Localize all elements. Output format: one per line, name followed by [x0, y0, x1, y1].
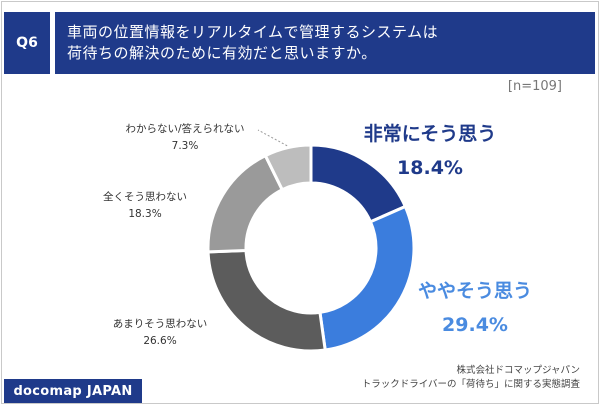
- label-strongly-agree-value: 18.4%: [397, 157, 463, 179]
- label-somewhat-agree-value: 29.4%: [442, 314, 508, 336]
- label-dont-know: わからない/答えられない 7.3%: [115, 121, 255, 155]
- label-somewhat-agree: ややそう思う 29.4%: [410, 274, 540, 342]
- question-line-2: 荷待ちの解決のために有効だと思いますか。: [67, 44, 377, 62]
- question-line-1: 車両の位置情報をリアルタイムで管理するシステムは: [67, 23, 439, 41]
- label-not-at-all: 全くそう思わない 18.3%: [85, 189, 205, 223]
- label-dont-know-category: わからない/答えられない: [125, 123, 245, 135]
- question-text-box: 車両の位置情報をリアルタイムで管理するシステムは 荷待ちの解決のために有効だと思…: [55, 12, 595, 74]
- label-strongly-agree: 非常にそう思う 18.4%: [355, 117, 505, 185]
- label-dont-know-value: 7.3%: [171, 140, 199, 152]
- label-not-at-all-category: 全くそう思わない: [103, 191, 187, 203]
- leader-line-dont-know: [257, 129, 288, 147]
- label-not-really-category: あまりそう思わない: [112, 318, 208, 330]
- label-not-at-all-value: 18.3%: [128, 208, 162, 220]
- donut-slice-somewhat-agree: [318, 204, 416, 352]
- donut-slice-dont-know: [263, 143, 313, 192]
- source-note: 株式会社ドコマップジャパン トラックドライバーの「荷待ち」に関する実態調査: [362, 364, 580, 392]
- question-number: Q6: [16, 35, 38, 51]
- question-number-badge: Q6: [4, 12, 50, 74]
- logo-text: docomap JAPAN: [13, 383, 133, 399]
- label-strongly-agree-category: 非常にそう思う: [363, 123, 497, 145]
- source-line-1: 株式会社ドコマップジャパン: [456, 365, 580, 376]
- docomap-logo: docomap JAPAN: [4, 379, 142, 403]
- source-line-2: トラックドライバーの「荷待ち」に関する実態調査: [361, 379, 580, 390]
- label-somewhat-agree-category: ややそう思う: [417, 280, 532, 302]
- donut-slice-not-really: [206, 248, 327, 353]
- label-not-really-value: 26.6%: [143, 335, 177, 347]
- sample-size: [n=109]: [507, 79, 562, 94]
- label-not-really: あまりそう思わない 26.6%: [95, 316, 225, 350]
